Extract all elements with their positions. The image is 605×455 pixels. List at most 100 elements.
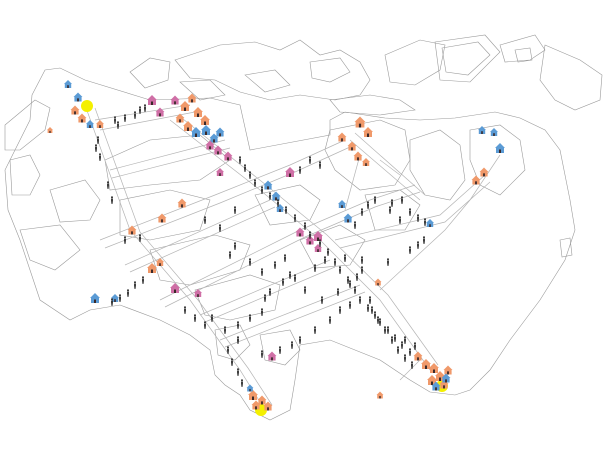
person-icon <box>417 241 419 249</box>
person-icon <box>114 116 116 124</box>
house-icon <box>155 107 165 117</box>
person-icon <box>264 294 266 302</box>
house-icon <box>343 213 353 223</box>
person-icon <box>391 336 393 344</box>
person-icon <box>285 206 287 214</box>
house-icon <box>90 293 100 303</box>
house-icon <box>86 120 94 128</box>
person-icon <box>261 308 263 316</box>
house-icon <box>478 126 486 134</box>
person-icon <box>127 289 129 297</box>
person-icon <box>304 222 306 230</box>
person-icon <box>111 298 113 306</box>
person-icon <box>349 301 351 309</box>
person-icon <box>261 350 263 358</box>
person-icon <box>327 248 329 256</box>
person-icon <box>324 256 326 264</box>
person-icon <box>409 208 411 216</box>
person-icon <box>254 179 256 187</box>
person-icon <box>219 224 221 232</box>
person-icon <box>347 276 349 284</box>
person-icon <box>224 326 226 334</box>
person-icon <box>294 214 296 222</box>
house-icon <box>443 365 453 375</box>
person-icon <box>284 254 286 262</box>
person-icon <box>124 114 126 122</box>
person-icon <box>249 171 251 179</box>
person-icon <box>319 239 321 247</box>
person-icon <box>124 236 126 244</box>
person-icon <box>401 196 403 204</box>
house-icon <box>70 105 80 115</box>
house-icon <box>191 127 201 137</box>
person-icon <box>134 111 136 119</box>
house-icon <box>490 128 498 136</box>
person-icon <box>329 316 331 324</box>
house-icon <box>201 125 211 135</box>
house-icon <box>413 351 423 361</box>
person-icon <box>111 196 113 204</box>
house-icon <box>313 231 323 241</box>
house-icon <box>376 391 384 399</box>
person-icon <box>95 144 97 152</box>
person-icon <box>314 326 316 334</box>
person-icon <box>321 296 323 304</box>
person-icon <box>299 166 301 174</box>
person-icon <box>237 336 239 344</box>
person-icon <box>361 266 363 274</box>
house-icon <box>363 127 373 137</box>
person-icon <box>249 314 251 322</box>
person-icon <box>241 379 243 387</box>
person-icon <box>399 216 401 224</box>
person-icon <box>304 286 306 294</box>
person-icon <box>234 242 236 250</box>
person-icon <box>354 286 356 294</box>
person-icon <box>367 304 369 312</box>
house-icon <box>362 158 370 166</box>
house-icon <box>347 141 357 151</box>
house-icon <box>215 127 225 137</box>
person-icon <box>409 348 411 356</box>
person-icon <box>299 336 301 344</box>
person-icon <box>211 314 213 322</box>
pedestrian-markers <box>95 104 426 387</box>
house-icon <box>73 92 83 102</box>
person-icon <box>394 334 396 342</box>
house-icon <box>177 198 187 208</box>
house-icon <box>64 80 72 88</box>
person-icon <box>384 326 386 334</box>
person-icon <box>359 296 361 304</box>
person-icon <box>424 218 426 226</box>
house-icon <box>495 143 505 153</box>
house-icon <box>285 167 295 177</box>
house-icon <box>213 145 223 155</box>
person-icon <box>309 156 311 164</box>
person-icon <box>349 280 351 288</box>
house-icon <box>193 107 203 117</box>
person-icon <box>99 153 101 161</box>
person-icon <box>291 341 293 349</box>
person-icon <box>354 221 356 229</box>
person-icon <box>334 258 336 266</box>
house-icon <box>47 127 53 133</box>
person-icon <box>387 258 389 266</box>
house-icon <box>257 395 267 405</box>
person-icon <box>117 121 119 129</box>
house-icon <box>170 95 180 105</box>
district-outlines <box>4 34 603 421</box>
person-icon <box>369 296 371 304</box>
person-icon <box>282 278 284 286</box>
person-icon <box>294 274 296 282</box>
house-icon <box>353 151 363 161</box>
house-icon <box>471 175 481 185</box>
house-icon <box>77 113 87 123</box>
house-icon <box>271 191 281 201</box>
person-icon <box>239 156 241 164</box>
person-icon <box>144 104 146 112</box>
person-icon <box>389 206 391 214</box>
house-icon <box>479 167 489 177</box>
person-icon <box>139 234 141 242</box>
house-icon <box>337 132 347 142</box>
house-icon <box>187 93 197 103</box>
